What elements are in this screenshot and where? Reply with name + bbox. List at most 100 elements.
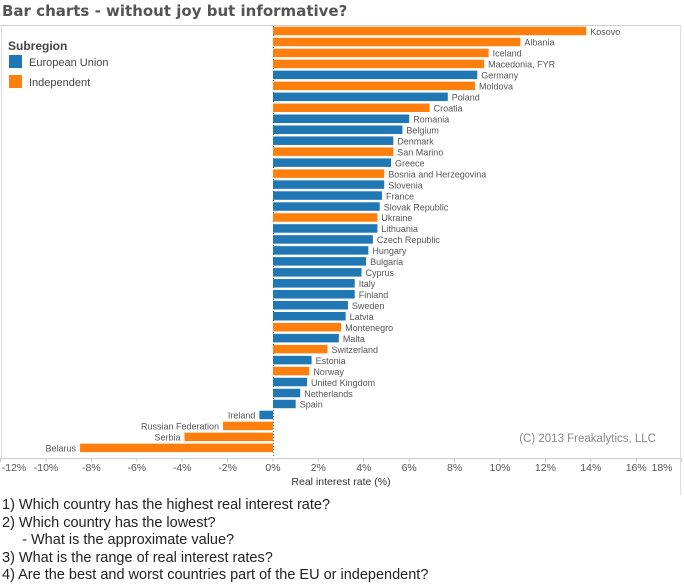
bar-label: Russian Federation: [141, 422, 219, 432]
bar-label: Lithuania: [381, 224, 418, 234]
legend-swatch: [9, 75, 22, 88]
bar-label: Iceland: [493, 49, 522, 59]
bar-label: Finland: [359, 290, 389, 300]
bar-belarus: [80, 443, 273, 453]
bar-cyprus: [273, 268, 362, 277]
bar-label: Moldova: [479, 82, 513, 92]
bar-serbia: [184, 432, 273, 442]
bar-label: Albania: [524, 38, 554, 48]
bar-label: Denmark: [397, 136, 434, 146]
bar-label: Bulgaria: [370, 257, 403, 267]
bar-label: Belarus: [46, 444, 77, 454]
x-tick-label: 4%: [356, 462, 371, 474]
bar-label: Kosovo: [590, 27, 620, 37]
bar-label: Spain: [300, 400, 323, 410]
x-tick-label: 8%: [447, 462, 462, 474]
bar-label: Germany: [481, 71, 519, 81]
bar-iceland: [273, 48, 489, 58]
bar-label: Croatia: [434, 104, 463, 114]
bar-netherlands: [273, 388, 301, 398]
bar-label: Slovak Republic: [384, 202, 449, 212]
x-tick-label: -6%: [127, 462, 146, 474]
bar-denmark: [273, 136, 394, 145]
x-tick-label: -4%: [173, 462, 192, 474]
bar-label: Greece: [395, 158, 425, 168]
bar-label: Slovenia: [388, 180, 423, 190]
bar-norway: [273, 366, 310, 376]
legend-label: Independent: [29, 77, 90, 89]
bar-label: Poland: [452, 93, 480, 103]
bar-san-marino: [273, 147, 394, 156]
bar-label: Cyprus: [366, 268, 395, 278]
bar-sweden: [273, 301, 348, 310]
bar-france: [273, 191, 382, 200]
bar-label: Serbia: [154, 433, 180, 443]
bar-spain: [273, 399, 296, 409]
bar-label: Malta: [343, 334, 365, 344]
bar-finland: [273, 290, 355, 299]
bar-belgium: [273, 125, 403, 134]
bar-lithuania: [273, 224, 378, 233]
bar-label: Switzerland: [331, 345, 378, 355]
bar-bulgaria: [273, 257, 367, 266]
x-tick-label: 2%: [311, 462, 326, 474]
bar-label: Estonia: [316, 356, 346, 366]
bar-label: Czech Republic: [377, 235, 441, 245]
question: 2) Which country has the lowest?: [2, 514, 216, 531]
x-tick-label: 16%: [626, 462, 647, 474]
bar-latvia: [273, 311, 346, 321]
bar-slovenia: [273, 180, 385, 189]
x-tick-label: 14%: [580, 462, 601, 474]
bar-label: Ukraine: [381, 213, 412, 223]
questions-list: 1) Which country has the highest real in…: [2, 497, 428, 585]
chart-title: Bar charts - without joy but informative…: [2, 2, 348, 20]
legend-title: Subregion: [8, 39, 67, 53]
bar-label: Italy: [359, 279, 376, 289]
copyright-annotation: (C) 2013 Freakalytics, LLC: [519, 433, 656, 445]
bar-label: Norway: [313, 367, 344, 377]
bar-albania: [273, 37, 521, 47]
bar-croatia: [273, 103, 430, 113]
legend-label: European Union: [29, 57, 109, 69]
bar-russian-federation: [223, 421, 273, 431]
x-tick-label: -8%: [82, 462, 101, 474]
question: 4) Are the best and worst countries part…: [2, 567, 429, 583]
bar-slovak-republic: [273, 202, 380, 211]
bar-czech-republic: [273, 235, 373, 244]
bar-label: Belgium: [406, 125, 439, 135]
bar-ukraine: [273, 213, 378, 222]
x-tick-label: 10%: [489, 462, 510, 474]
bar-macedonia-fyr: [273, 59, 485, 69]
x-tick-label: 6%: [402, 462, 417, 474]
bar-kosovo: [273, 26, 587, 36]
bar-label: Ireland: [228, 411, 256, 421]
bar-label: Sweden: [352, 301, 385, 311]
x-tick-label: 0%: [265, 462, 280, 474]
question: 3) What is the range of real interest ra…: [2, 549, 273, 566]
bar-germany: [273, 70, 478, 80]
x-tick-label: 12%: [535, 462, 556, 474]
bar-switzerland: [273, 344, 328, 354]
bar-ireland: [259, 410, 273, 420]
bar-label: Montenegro: [345, 323, 393, 333]
legend-swatch: [9, 55, 22, 68]
bar-malta: [273, 333, 339, 343]
bar-label: Bosnia and Herzegovina: [388, 169, 486, 179]
bar-label: San Marino: [397, 147, 443, 157]
bar-poland: [273, 92, 448, 102]
bar-label: France: [386, 191, 414, 201]
question: 1) Which country has the highest real in…: [2, 497, 331, 513]
bar-label: Hungary: [372, 246, 407, 256]
bar-greece: [273, 158, 392, 167]
bar-italy: [273, 279, 355, 288]
x-axis-title: Real interest rate (%): [291, 476, 390, 488]
x-tick-label: -2%: [218, 462, 237, 474]
x-tick-label: 18%: [651, 462, 672, 474]
bar-label: Macedonia, FYR: [488, 60, 556, 70]
bar-romania: [273, 114, 410, 124]
question: - What is the approximate value?: [2, 532, 235, 548]
bar-montenegro: [273, 322, 342, 332]
bar-label: Netherlands: [304, 389, 353, 399]
bar-hungary: [273, 246, 369, 255]
